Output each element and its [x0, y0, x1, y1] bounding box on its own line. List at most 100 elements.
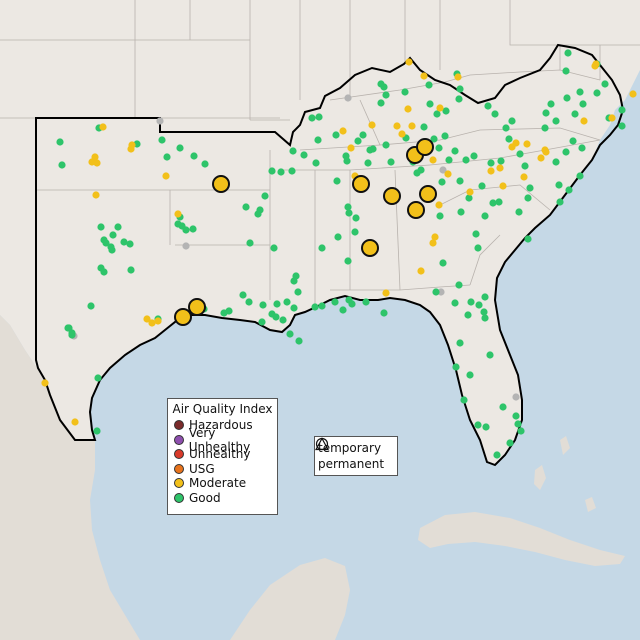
- good-swatch-icon: [174, 492, 184, 503]
- monitor-good: [332, 131, 340, 139]
- monitor-good: [472, 230, 480, 238]
- monitor-good: [93, 427, 101, 435]
- monitor-good: [120, 238, 128, 246]
- monitor-good: [344, 257, 352, 265]
- monitor-good: [283, 298, 291, 306]
- monitor-moderate: [347, 144, 355, 152]
- monitor-good: [593, 89, 601, 97]
- monitor-good: [277, 168, 285, 176]
- aqi-legend-title: Air Quality Index: [172, 402, 273, 416]
- monitor-good: [413, 169, 421, 177]
- monitor-good: [344, 203, 352, 211]
- temporary-monitor-moderate: [188, 298, 206, 316]
- monitor-good: [245, 298, 253, 306]
- monitor-moderate: [71, 418, 79, 426]
- unhealthy-swatch-icon: [174, 449, 184, 460]
- legend-item-moderate: Moderate: [168, 476, 277, 491]
- monitor-good: [474, 244, 482, 252]
- legend-item-permanent: permanent: [315, 437, 397, 472]
- monitor-good: [94, 374, 102, 382]
- monitor-good: [334, 233, 342, 241]
- monitor-no-data: [512, 393, 520, 401]
- monitor-good: [441, 132, 449, 140]
- monitor-no-data: [439, 166, 447, 174]
- monitor-moderate: [404, 105, 412, 113]
- usg-swatch-icon: [174, 463, 184, 474]
- monitor-good: [489, 199, 497, 207]
- monitor-good: [505, 135, 513, 143]
- monitor-moderate: [537, 154, 545, 162]
- monitor-moderate: [580, 117, 588, 125]
- monitor-good: [163, 153, 171, 161]
- monitor-good: [333, 177, 341, 185]
- monitor-good: [470, 152, 478, 160]
- monitor-good: [565, 186, 573, 194]
- monitor-good: [56, 138, 64, 146]
- legend-label: Hazardous: [189, 418, 253, 433]
- triangle-icon: [315, 437, 329, 451]
- monitor-good: [555, 181, 563, 189]
- monitor-good: [359, 131, 367, 139]
- monitor-good: [487, 159, 495, 167]
- monitor-good: [288, 167, 296, 175]
- monitor-moderate: [154, 317, 162, 325]
- monitor-good: [512, 412, 520, 420]
- very-unhealthy-swatch-icon: [174, 434, 184, 445]
- monitor-good: [486, 351, 494, 359]
- monitor-good: [158, 136, 166, 144]
- monitor-good: [618, 122, 626, 130]
- monitor-moderate: [444, 170, 452, 178]
- monitor-good: [432, 288, 440, 296]
- monitor-good: [286, 330, 294, 338]
- monitor-good: [564, 49, 572, 57]
- monitor-good: [524, 194, 532, 202]
- monitor-good: [258, 318, 266, 326]
- monitor-good: [380, 83, 388, 91]
- monitor-good: [126, 240, 134, 248]
- monitor-good: [491, 110, 499, 118]
- monitor-good: [506, 439, 514, 447]
- monitor-good: [451, 147, 459, 155]
- monitor-moderate: [608, 114, 616, 122]
- monitor-good: [499, 403, 507, 411]
- monitor-good: [514, 420, 522, 428]
- monitor-moderate: [541, 146, 549, 154]
- monitor-good: [552, 158, 560, 166]
- monitor-good: [478, 182, 486, 190]
- monitor-good: [481, 212, 489, 220]
- monitor-good: [436, 212, 444, 220]
- monitor-good: [401, 88, 409, 96]
- monitor-good: [460, 396, 468, 404]
- monitor-good: [348, 300, 356, 308]
- monitor-good: [493, 451, 501, 459]
- monitor-good: [382, 141, 390, 149]
- monitor-good: [482, 423, 490, 431]
- monitor-good: [475, 301, 483, 309]
- monitor-good: [382, 91, 390, 99]
- monitor-moderate: [454, 73, 462, 81]
- monitor-good: [364, 159, 372, 167]
- monitor-moderate: [405, 58, 413, 66]
- monitor-no-data: [437, 288, 445, 296]
- monitor-good: [438, 178, 446, 186]
- monitor-good: [464, 311, 472, 319]
- monitor-moderate: [523, 140, 531, 148]
- monitor-moderate: [420, 72, 428, 80]
- legend-item-usg: USG: [168, 462, 277, 477]
- temporary-monitor-moderate: [174, 308, 192, 326]
- monitor-good: [343, 157, 351, 165]
- monitor-good: [294, 288, 302, 296]
- monitor-moderate: [435, 201, 443, 209]
- monitor-good: [261, 192, 269, 200]
- moderate-swatch-icon: [174, 478, 184, 489]
- monitor-good: [618, 106, 626, 114]
- monitor-good: [127, 266, 135, 274]
- monitor-good: [425, 81, 433, 89]
- monitor-good: [242, 203, 250, 211]
- monitor-good: [456, 85, 464, 93]
- monitor-good: [109, 231, 117, 239]
- monitor-good: [526, 184, 534, 192]
- monitor-good: [601, 80, 609, 88]
